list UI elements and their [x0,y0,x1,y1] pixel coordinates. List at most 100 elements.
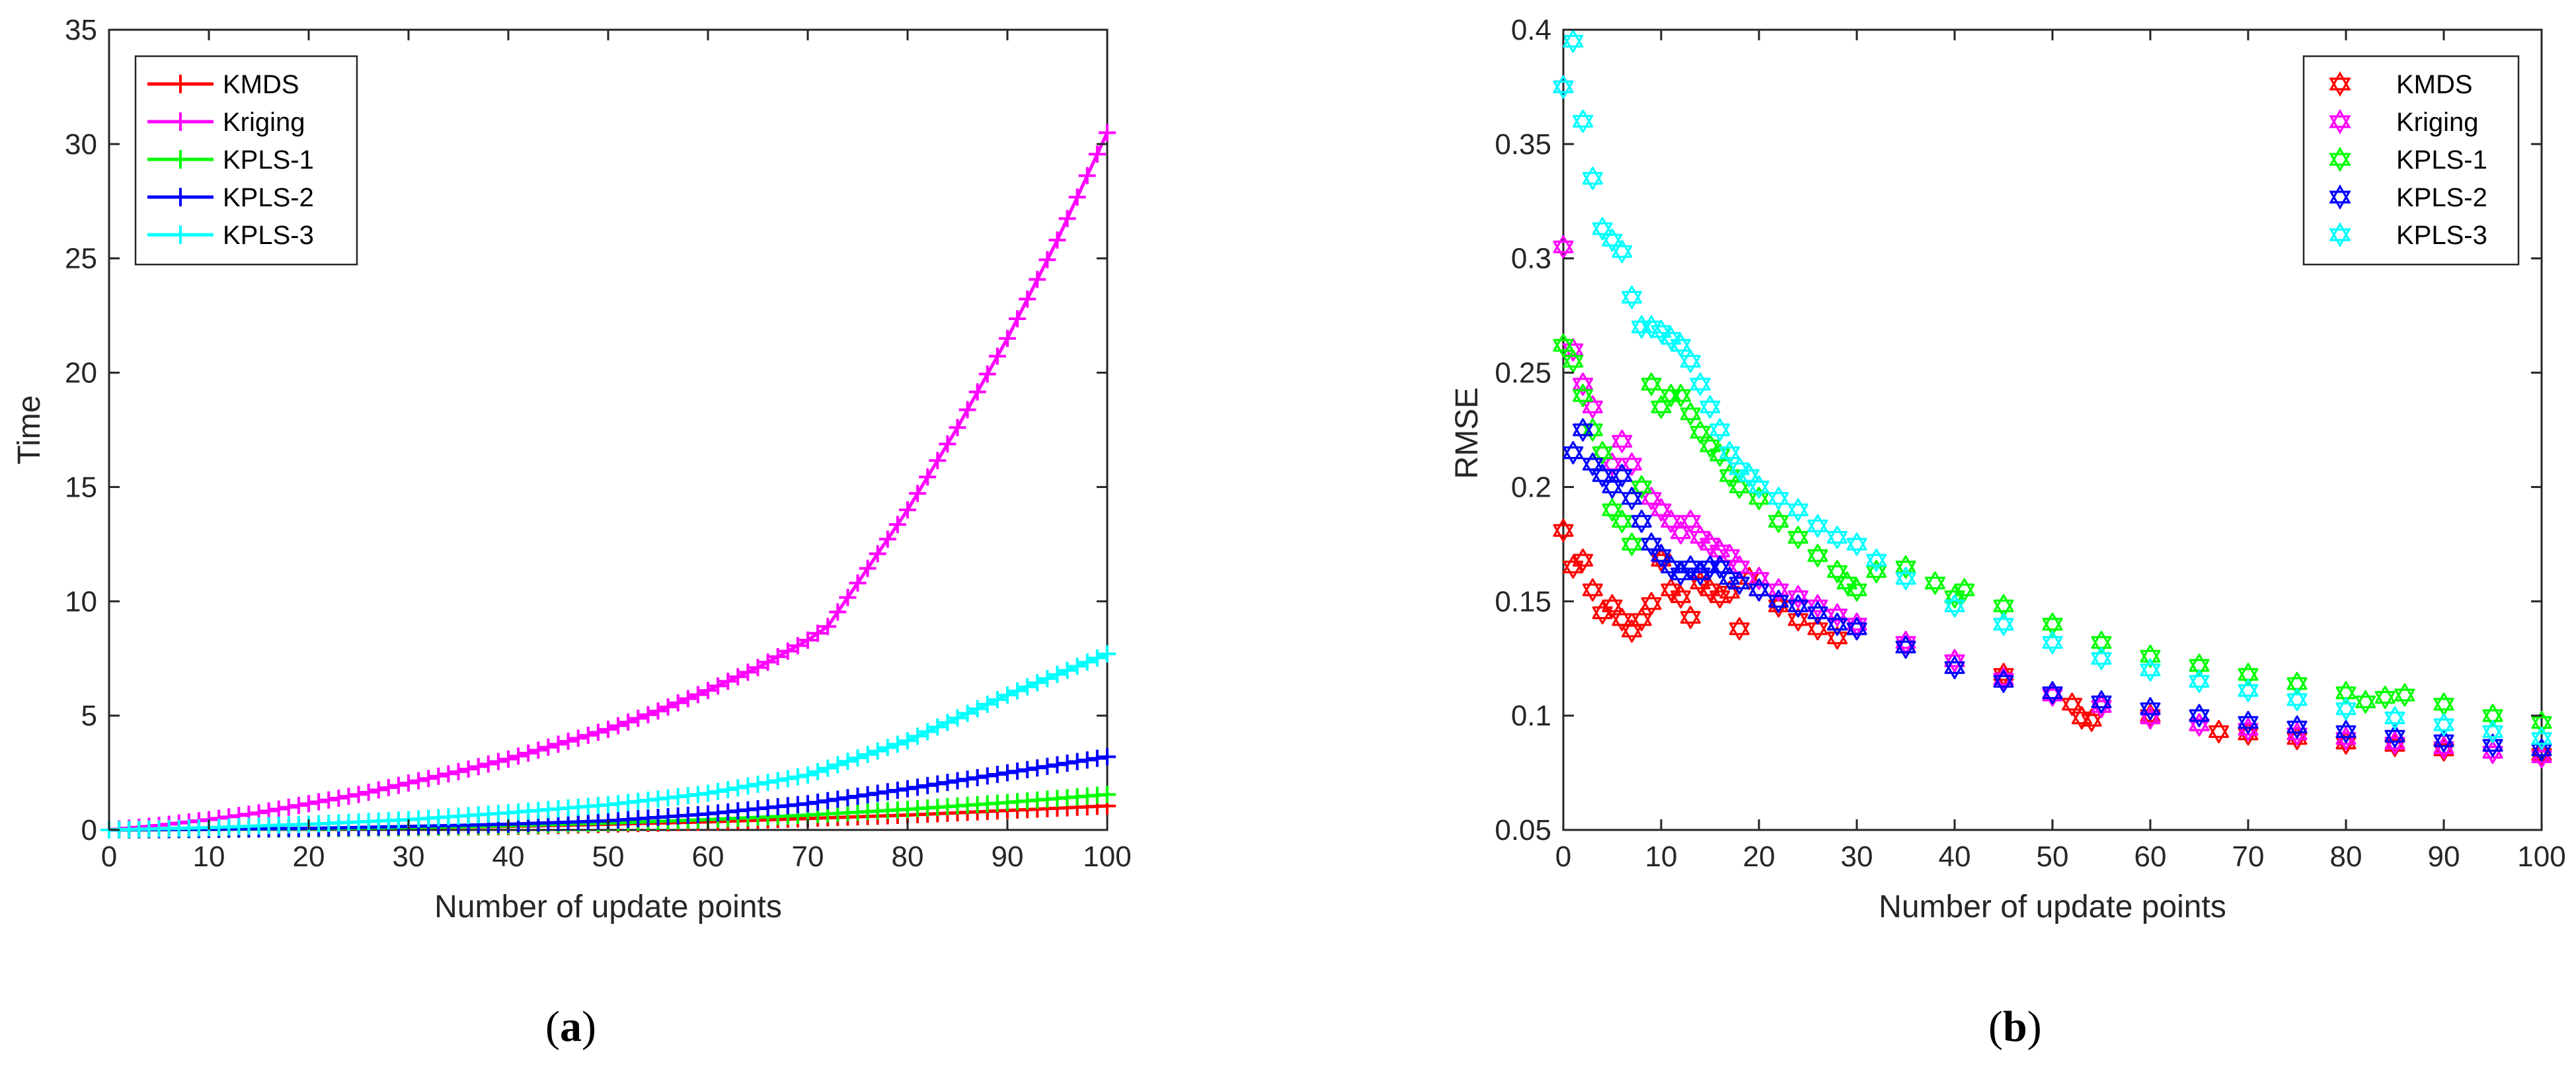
series-kriging [100,124,1116,839]
legend-label: KPLS-2 [223,183,314,212]
data-point [1582,578,1603,602]
data-point [1641,592,1662,616]
data-point [1699,434,1721,458]
data-point [1670,333,1692,357]
data-point [2531,727,2552,751]
data-point [1846,617,1867,641]
legend-label: Kriging [2396,108,2479,137]
data-point [1807,601,1828,625]
legend-marker [171,112,190,131]
legend-label: KPLS-3 [2396,221,2487,250]
data-point [1631,608,1652,632]
legend-b: KMDS Kriging KPLS-1 KPLS-2 KPLS-3 [2302,55,2520,266]
y-axis-label-b: RMSE [1450,388,1485,479]
series-kpls-3 [1553,29,2552,751]
x-tick-label: 90 [992,841,1024,873]
y-tick-label: 10 [65,585,97,618]
caption-b: (b) [1988,1003,2042,1051]
data-point [2042,612,2063,636]
data-point [2384,724,2405,748]
data-point [1719,441,1740,465]
data-point [1993,612,2014,636]
data-point [1553,75,1574,99]
x-tick-label: 50 [2037,841,2069,873]
data-point [1563,349,1584,373]
data-point [1573,109,1594,133]
data-point [1670,562,1692,586]
data-point [2286,688,2308,712]
data-point [2062,692,2083,716]
legend-item-kpls-3: KPLS-3 [147,221,314,250]
data-point [1573,548,1594,572]
data-point [1612,239,1633,263]
legend-marker [171,188,190,206]
data-point [2208,719,2230,743]
data-point [1866,548,1887,572]
x-axis-label-a: Number of update points [434,889,782,924]
data-point [1993,594,2014,618]
data-point [1826,603,1848,627]
data-point [1660,327,1682,350]
x-tick-label: 60 [692,841,724,873]
legend-item-kmds: KMDS [2329,70,2473,99]
data-point [1954,578,1975,602]
data-point [1699,532,1721,556]
data-point [1670,384,1692,407]
x-tick-label: 0 [101,841,117,873]
legend-label: KMDS [2396,70,2473,99]
legend-marker [171,150,190,169]
panel-a-time-chart: 0 10 20 30 40 50 60 70 80 90 100 0 5 10 15 20 25 30 35 Num… [12,14,1132,924]
data-point [1826,626,1848,650]
data-point [1563,29,1584,53]
panel-b-rmse-chart: 0 10 20 30 40 50 60 70 80 90 100 0.05 0.1 0.15 0.2 0.25… [1450,14,2566,924]
y-tick-label: 0 [81,814,97,846]
legend-label: KPLS-3 [223,221,314,250]
data-point [1826,612,1848,636]
data-point [2335,697,2357,721]
data-point [1944,655,1965,680]
data-point [1895,567,1916,591]
data-point [1592,601,1613,625]
data-point [2140,706,2161,730]
data-point [1621,532,1643,556]
data-point [2374,685,2396,710]
legend-item-kpls-2: KPLS-2 [147,183,314,212]
data-point [1680,509,1701,533]
data-point [1573,418,1594,442]
legend-label: KPLS-1 [223,145,314,175]
legend-a: KMDS Kriging KPLS-1 KPLS-2 KPLS-3 [134,55,358,266]
data-point [1993,669,2014,693]
y-tick-label: 0.1 [1511,700,1551,732]
data-point [1553,518,1574,542]
x-tick-label: 10 [193,841,225,873]
y-tick-label: 0.4 [1511,14,1551,46]
y-tick-label: 0.05 [1495,814,1551,846]
x-tick-label: 50 [592,841,625,873]
x-tick-label: 80 [892,841,924,873]
data-point [2355,690,2376,714]
x-tick-label: 90 [2428,841,2460,873]
data-point [1680,555,1701,579]
data-point [2286,715,2308,739]
data-point [1621,487,1643,511]
data-point [1768,509,1789,533]
data-point [2335,719,2357,743]
data-point [1787,525,1809,550]
data-point [2042,630,2063,655]
data-point [1729,457,1750,481]
data-point [1563,441,1584,465]
legend-label: KPLS-1 [2396,145,2487,175]
data-point [1563,555,1584,579]
axes-a: 0 10 20 30 40 50 60 70 80 90 100 0 5 10 15 20 25 30 35 [65,14,1132,873]
legend-marker [2329,71,2351,97]
y-tick-label: 30 [65,128,97,161]
legend-marker [2329,222,2351,248]
data-point [1621,285,1643,309]
data-point [1719,580,1740,604]
data-point [1641,372,1662,396]
data-point [1582,167,1603,190]
x-tick-label: 100 [2517,841,2565,873]
caption-a: (a) [545,1003,596,1051]
data-point [1787,594,1809,618]
data-point [1826,525,1848,550]
